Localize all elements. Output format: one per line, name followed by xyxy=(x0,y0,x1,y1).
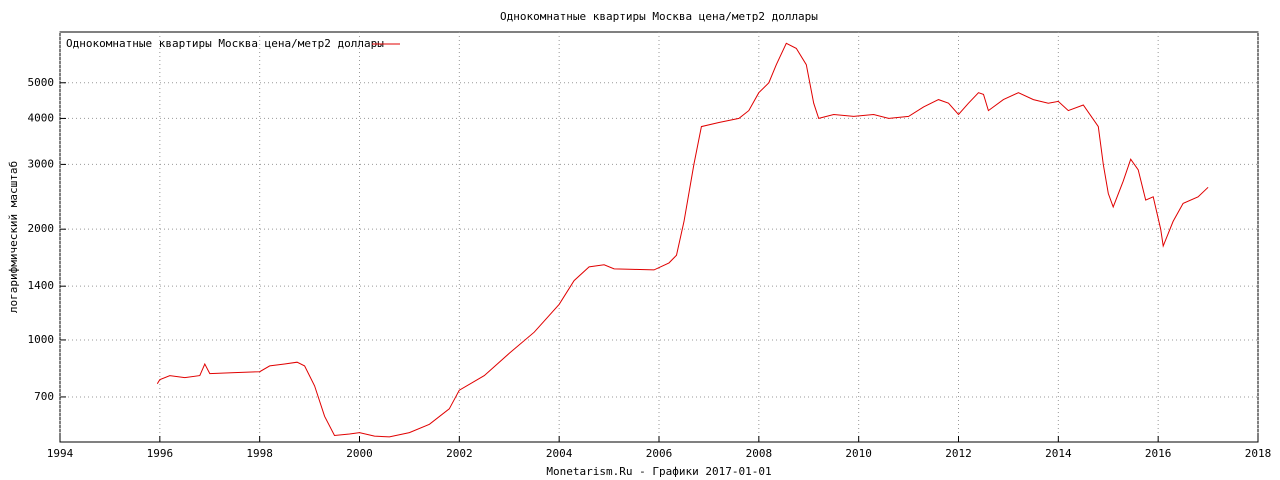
data-line xyxy=(156,42,1209,438)
y-axis-label: логарифмический масштаб xyxy=(7,161,20,313)
x-tick-label: 2014 xyxy=(1045,447,1072,460)
legend-label: Однокомнатные квартиры Москва цена/метр2… xyxy=(66,37,384,50)
x-tick-label: 2010 xyxy=(845,447,872,460)
x-tick-label: 2012 xyxy=(945,447,972,460)
y-tick-label: 2000 xyxy=(28,222,55,235)
x-tick-label: 1994 xyxy=(47,447,74,460)
x-tick-label: 2002 xyxy=(446,447,473,460)
x-tick-label: 2004 xyxy=(546,447,573,460)
x-tick-label: 2008 xyxy=(746,447,773,460)
y-tick-label: 700 xyxy=(34,390,54,403)
y-tick-label: 3000 xyxy=(28,157,55,170)
x-tick-label: 2018 xyxy=(1245,447,1272,460)
x-tick-label: 1998 xyxy=(246,447,273,460)
y-tick-label: 1000 xyxy=(28,333,55,346)
x-axis-label: Monetarism.Ru - Графики 2017-01-01 xyxy=(546,465,771,478)
x-tick-label: 2006 xyxy=(646,447,673,460)
chart-title: Однокомнатные квартиры Москва цена/метр2… xyxy=(500,10,818,23)
x-tick-label: 2000 xyxy=(346,447,373,460)
y-tick-label: 1400 xyxy=(28,279,55,292)
y-tick-label: 5000 xyxy=(28,76,55,89)
y-tick-label: 4000 xyxy=(28,111,55,124)
x-tick-label: 2016 xyxy=(1145,447,1172,460)
x-tick-label: 1996 xyxy=(147,447,174,460)
